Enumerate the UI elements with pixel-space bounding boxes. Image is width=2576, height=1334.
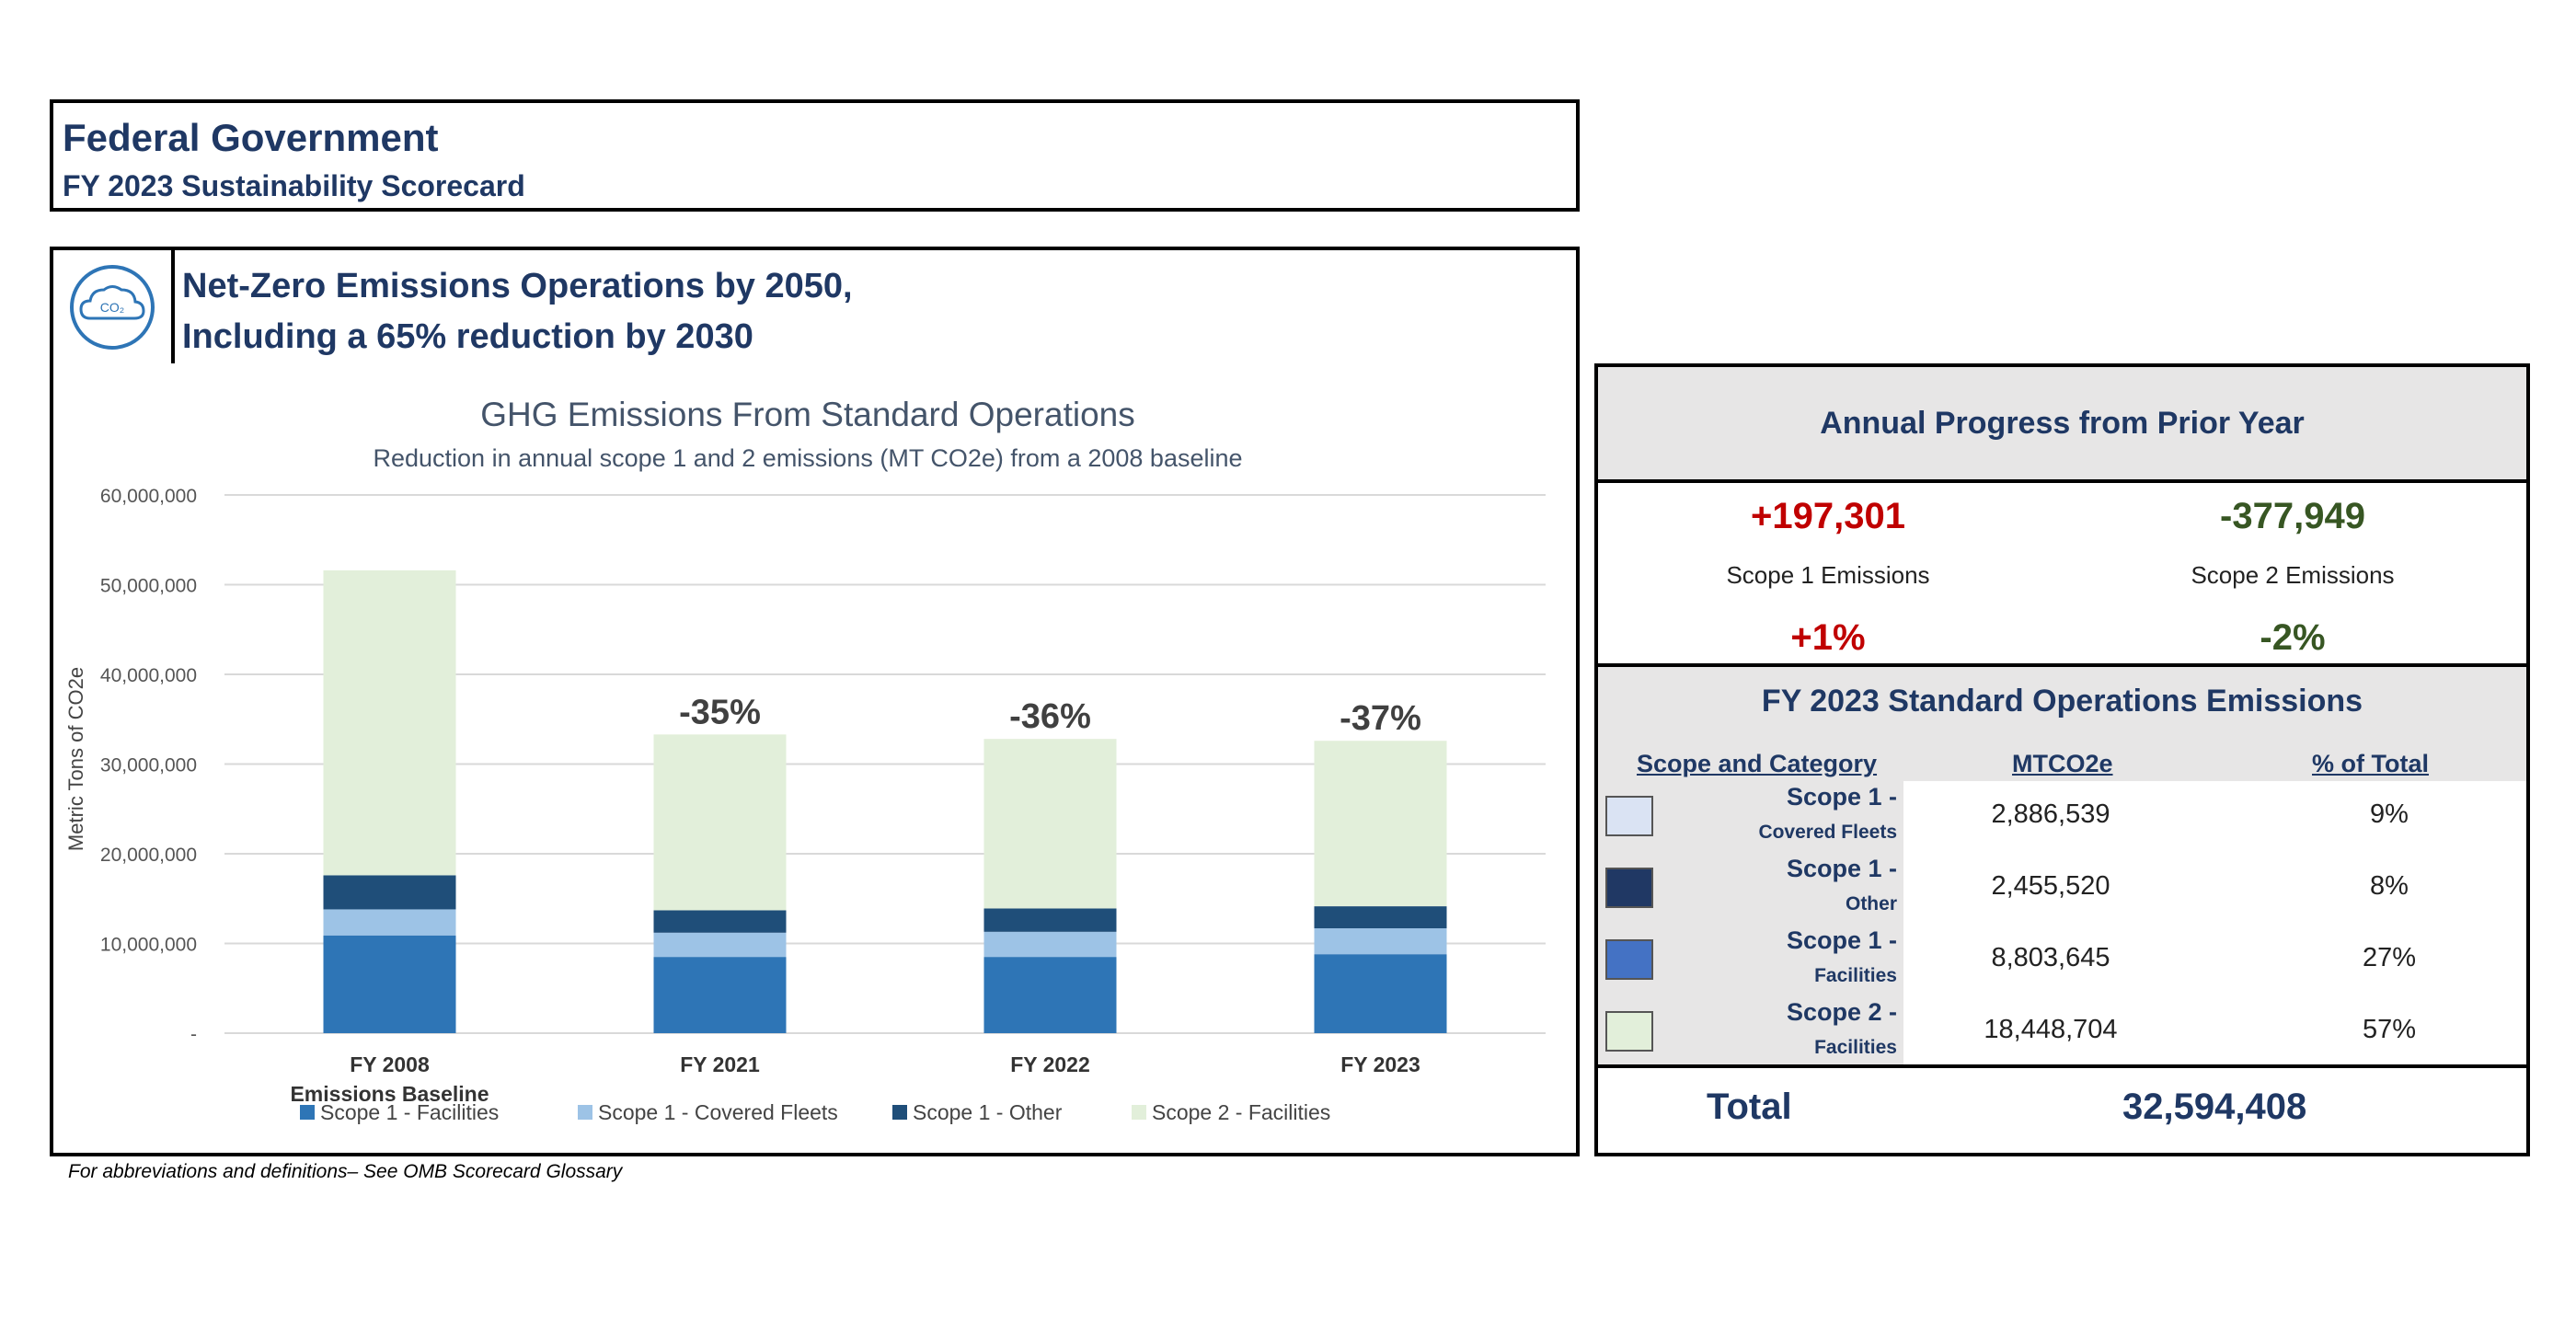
table-row: Scope 1 - Other 2,455,520 8%	[1598, 853, 2526, 925]
y-tick-label: 10,000,000	[100, 935, 197, 956]
legend-swatch	[1605, 1011, 1653, 1052]
bar-segment	[653, 734, 787, 911]
legend-label: Scope 2 - Facilities	[1152, 1100, 1330, 1124]
legend-swatch	[1605, 939, 1653, 980]
table-row: Scope 1 - Covered Fleets 2,886,539 9%	[1598, 781, 2526, 853]
ghg-chart: GHG Emissions From Standard Operations R…	[64, 396, 1546, 1124]
y-tick-label: -	[190, 1024, 197, 1045]
row-scope: Scope 2 -	[1786, 998, 1897, 1026]
scope1-change-value: +197,301	[1751, 496, 1905, 536]
legend-swatch	[578, 1105, 592, 1120]
row-pct: 57%	[2362, 1015, 2417, 1044]
y-tick-label: 40,000,000	[100, 665, 197, 686]
ops-title: FY 2023 Standard Operations Emissions	[1761, 684, 2363, 719]
col-header-pct: % of Total	[2312, 750, 2429, 777]
row-category: Facilities	[1814, 1037, 1897, 1058]
bar-data-label: -35%	[679, 693, 761, 731]
bar-segment	[323, 569, 456, 876]
col-header-mtco2e: MTCO2e	[2012, 750, 2113, 777]
legend-label: Scope 1 - Other	[913, 1100, 1063, 1124]
total-label: Total	[1707, 1087, 1792, 1127]
x-tick-sublabel: Emissions Baseline	[290, 1082, 489, 1106]
x-tick-label: FY 2021	[680, 1052, 760, 1076]
progress-title: Annual Progress from Prior Year	[1598, 367, 2526, 483]
bar-segment	[983, 931, 1117, 958]
scope2-change-value: -377,949	[2220, 496, 2365, 536]
y-tick-label: 50,000,000	[100, 576, 197, 597]
row-value: 2,455,520	[1991, 871, 2110, 901]
legend-swatch	[1605, 796, 1653, 836]
scope1-change-label: Scope 1 Emissions	[1726, 561, 1930, 589]
row-category: Other	[1845, 893, 1897, 914]
scope1-progress: +197,301 Scope 1 Emissions +1%	[1598, 487, 2058, 659]
legend-swatch	[300, 1105, 315, 1120]
bar-data-label: -36%	[1009, 697, 1091, 736]
bar-segment	[323, 909, 456, 936]
legend-label: Scope 1 - Facilities	[320, 1100, 499, 1124]
row-scope: Scope 1 -	[1786, 855, 1897, 882]
bar-segment	[983, 957, 1117, 1033]
chart-box: GHG Emissions From Standard Operations R…	[50, 363, 1580, 1156]
x-tick-label: FY 2023	[1340, 1052, 1420, 1076]
goal-line-2: Including a 65% reduction by 2030	[182, 317, 753, 356]
total-value: 32,594,408	[2122, 1087, 2307, 1127]
table-row: Scope 1 - Facilities 8,803,645 27%	[1598, 925, 2526, 996]
legend-swatch	[1605, 868, 1653, 908]
row-value: 8,803,645	[1991, 943, 2110, 972]
goal-text: Net-Zero Emissions Operations by 2050, I…	[182, 261, 853, 362]
bar-segment	[983, 908, 1117, 932]
y-tick-label: 30,000,000	[100, 755, 197, 776]
row-pct: 9%	[2370, 799, 2409, 829]
progress-panel: Annual Progress from Prior Year +197,301…	[1594, 363, 2530, 1156]
legend-swatch	[892, 1105, 907, 1120]
scope2-progress: -377,949 Scope 2 Emissions -2%	[2063, 487, 2523, 659]
bar-data-label: -37%	[1340, 699, 1421, 738]
col-header-scope: Scope and Category	[1637, 750, 1878, 777]
co2-icon-text: CO₂	[100, 300, 124, 315]
scope2-change-pct: -2%	[2260, 617, 2326, 658]
x-tick-label: FY 2008	[350, 1052, 430, 1076]
bar-segment	[653, 957, 787, 1033]
y-tick-label: 60,000,000	[100, 486, 197, 507]
bar-segment	[1314, 954, 1447, 1033]
legend-label: Scope 1 - Covered Fleets	[598, 1100, 838, 1124]
row-scope: Scope 1 -	[1786, 926, 1897, 954]
y-tick-label: 20,000,000	[100, 845, 197, 866]
scope1-change-pct: +1%	[1790, 617, 1866, 658]
goal-box: CO₂ Net-Zero Emissions Operations by 205…	[50, 247, 1580, 367]
table-row: Scope 2 - Facilities 18,448,704 57%	[1598, 996, 2526, 1068]
header-box: Federal Government FY 2023 Sustainabilit…	[50, 99, 1580, 212]
row-value: 2,886,539	[1991, 799, 2110, 829]
bar-segment	[983, 739, 1117, 909]
ops-values-area	[1903, 781, 2526, 1068]
footnote: For abbreviations and definitions– See O…	[68, 1161, 623, 1182]
row-pct: 27%	[2362, 943, 2417, 972]
ops-emissions-section: FY 2023 Standard Operations Emissions Sc…	[1598, 663, 2526, 1068]
row-scope: Scope 1 -	[1786, 783, 1897, 811]
page-title: Federal Government	[63, 116, 439, 159]
goal-line-1: Net-Zero Emissions Operations by 2050,	[182, 267, 853, 305]
bar-segment	[323, 935, 456, 1033]
bar-segment	[1314, 741, 1447, 907]
y-axis-label: Metric Tons of CO2e	[64, 667, 87, 851]
legend-swatch	[1132, 1105, 1146, 1120]
bar-segment	[323, 875, 456, 910]
row-value: 18,448,704	[1984, 1015, 2118, 1044]
bar-segment	[653, 910, 787, 933]
scope2-change-label: Scope 2 Emissions	[2191, 561, 2395, 589]
bar-segment	[1314, 928, 1447, 955]
goal-icon-cell: CO₂	[53, 250, 175, 363]
co2-cloud-icon: CO₂	[70, 265, 155, 350]
chart-title: GHG Emissions From Standard Operations	[480, 396, 1134, 433]
row-category: Covered Fleets	[1758, 822, 1897, 843]
bar-segment	[653, 932, 787, 958]
row-pct: 8%	[2370, 871, 2409, 901]
x-tick-label: FY 2022	[1010, 1052, 1090, 1076]
row-category: Facilities	[1814, 965, 1897, 986]
total-row: Total 32,594,408	[1598, 1064, 2526, 1153]
chart-subtitle: Reduction in annual scope 1 and 2 emissi…	[373, 444, 1242, 472]
bar-segment	[1314, 906, 1447, 929]
page-subtitle: FY 2023 Sustainability Scorecard	[63, 169, 525, 202]
